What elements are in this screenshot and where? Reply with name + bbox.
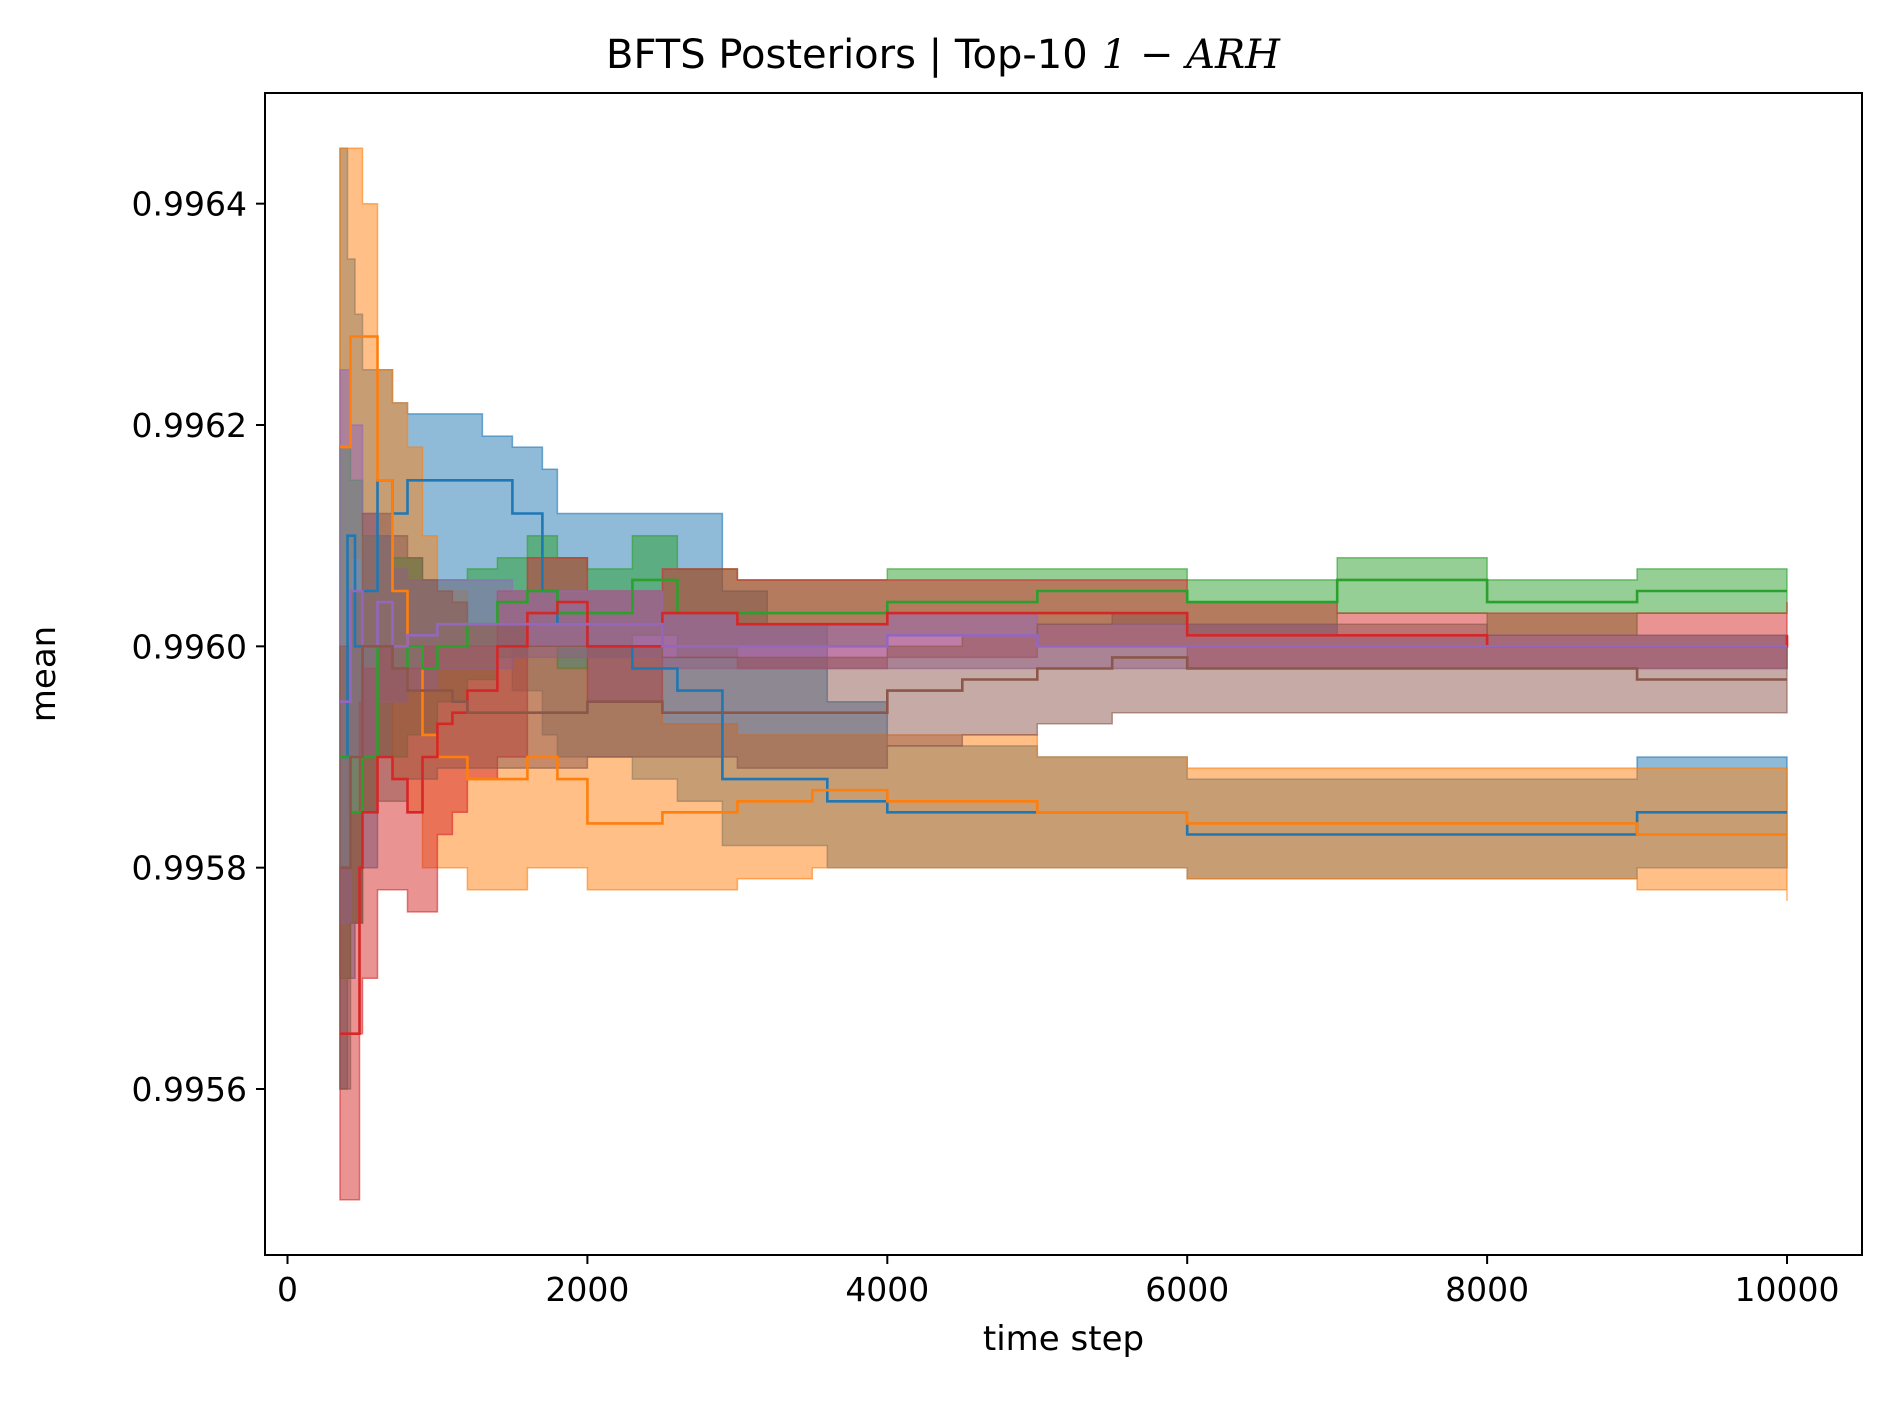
x-tick-label: 8000: [1445, 1270, 1529, 1309]
chart-title-text: BFTS Posteriors | Top-10: [606, 32, 1088, 78]
x-axis-ticks: 0 2000 4000 6000 8000 10000: [277, 1255, 1840, 1309]
y-tick-label: 0.9960: [132, 627, 247, 666]
x-axis-label: time step: [983, 1319, 1144, 1359]
x-tick-label: 4000: [845, 1270, 929, 1309]
y-tick-label: 0.9958: [132, 849, 247, 888]
series-2-line: [340, 335, 1787, 836]
x-tick-label: 6000: [1145, 1270, 1229, 1309]
confidence-bands: [339, 147, 1788, 1201]
series-6-band: [339, 512, 1788, 1090]
y-axis-label: mean: [24, 626, 64, 722]
y-axis-ticks: 0.9956 0.9958 0.9960 0.9962 0.9964: [132, 185, 265, 1109]
series-6-line: [340, 644, 1787, 870]
x-tick-label: 10000: [1735, 1270, 1840, 1309]
x-tick-label: 2000: [545, 1270, 629, 1309]
chart-title: BFTS Posteriors | Top-10 1 − ARH: [606, 32, 1281, 78]
x-tick-label: 0: [277, 1270, 298, 1309]
series-lines: [340, 335, 1789, 1035]
plot-frame: [264, 92, 1863, 1256]
chart-title-math: 1 − ARH: [1102, 32, 1281, 78]
series-4-line: [340, 600, 1789, 1035]
y-tick-label: 0.9956: [132, 1070, 247, 1109]
y-tick-label: 0.9962: [132, 406, 247, 445]
y-tick-label: 0.9964: [132, 185, 247, 224]
